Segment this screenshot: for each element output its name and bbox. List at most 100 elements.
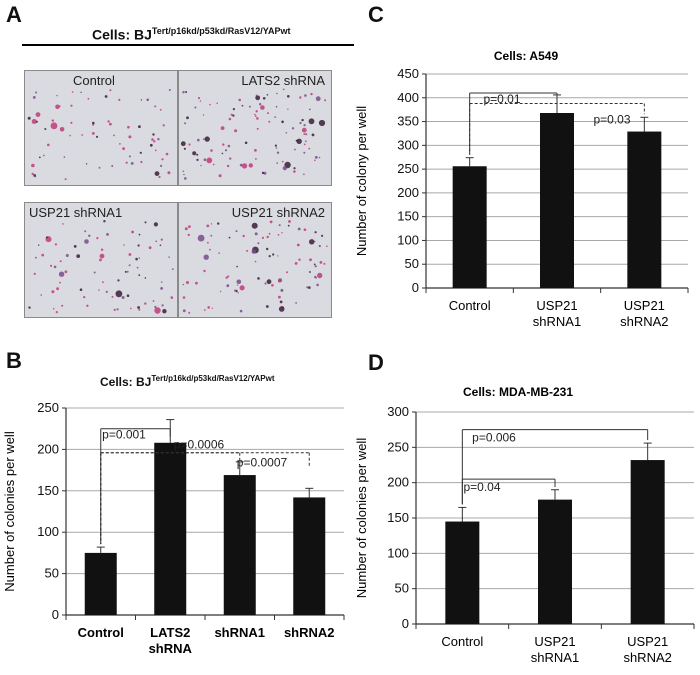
- colony-dot: [296, 138, 302, 144]
- y-tick-label: 0: [52, 607, 59, 622]
- y-tick-label: 450: [397, 66, 419, 81]
- colony-dot: [299, 96, 302, 99]
- colony-dot: [239, 285, 245, 291]
- x-tick-label: shRNA2: [623, 650, 671, 665]
- x-tick-label: shRNA: [149, 641, 193, 656]
- colony-dot: [202, 114, 205, 116]
- y-tick-label: 250: [37, 400, 59, 415]
- colony-dot: [236, 279, 242, 285]
- colony-dot: [203, 309, 206, 311]
- colony-dot: [303, 124, 306, 127]
- colony-dot: [255, 94, 258, 96]
- bar: [538, 499, 572, 624]
- colony-dot: [188, 143, 191, 146]
- panel-a-header-super: Tert/p16kd/p53kd/RasV12/YAPwt: [151, 26, 291, 36]
- colony-dot: [107, 120, 110, 123]
- x-tick-label: Control: [441, 634, 483, 649]
- colony-dot: [35, 120, 38, 123]
- colony-dot: [257, 277, 260, 280]
- colony-dot: [146, 98, 149, 102]
- y-tick-label: 400: [397, 90, 419, 105]
- colony-dot: [43, 154, 45, 157]
- x-tick-label: LATS2: [150, 625, 190, 640]
- colony-dot: [282, 88, 285, 91]
- colony-dot: [246, 249, 249, 252]
- colony-dot: [28, 306, 31, 309]
- p-value-label: p=0.03: [593, 112, 630, 126]
- colony-dot: [38, 156, 41, 159]
- colony-dot: [111, 295, 114, 298]
- colony-dot: [197, 234, 205, 242]
- colony-dot: [155, 240, 157, 242]
- colony-dot: [204, 136, 210, 142]
- colony-dot: [59, 127, 65, 132]
- colony-dot: [278, 279, 281, 283]
- colony-dot: [255, 115, 257, 117]
- colony-dot: [50, 122, 58, 130]
- colony-dot: [144, 302, 147, 305]
- micrograph-usp21-shrna2-colonies: [182, 220, 328, 314]
- colony-dot: [55, 104, 60, 110]
- colony-dot: [86, 304, 89, 307]
- colony-dot: [308, 270, 311, 274]
- colony-dot: [276, 162, 278, 164]
- colony-dot: [227, 144, 231, 148]
- bar: [445, 521, 480, 624]
- bar: [630, 460, 665, 624]
- y-tick-label: 100: [397, 232, 419, 247]
- colony-dot: [130, 162, 134, 165]
- colony-dot: [277, 234, 280, 236]
- colony-dot: [162, 309, 167, 314]
- colony-dot: [126, 270, 129, 273]
- y-tick-label: 250: [397, 161, 419, 176]
- panel-b-title-super: Tert/p16kd/p53kd/RasV12/YAPwt: [151, 374, 275, 383]
- colony-dot: [88, 234, 91, 237]
- colony-dot: [255, 110, 258, 113]
- colony-dot: [35, 256, 37, 259]
- colony-dot: [168, 89, 171, 91]
- colony-dot: [182, 170, 185, 173]
- x-tick-label: shRNA1: [533, 314, 581, 329]
- micrograph-lats2-colonies: [180, 88, 327, 180]
- colony-dot: [282, 166, 287, 171]
- colony-dot: [128, 253, 132, 256]
- colony-dot: [135, 257, 138, 261]
- colony-dot: [128, 155, 131, 158]
- colony-dot: [287, 224, 290, 227]
- colony-dot: [152, 300, 155, 302]
- colony-dot: [276, 92, 278, 95]
- colony-dot: [263, 171, 267, 175]
- colony-dot: [220, 126, 225, 130]
- colony-dot: [251, 222, 258, 229]
- y-tick-label: 250: [387, 439, 409, 454]
- colony-dot: [241, 104, 244, 107]
- colony-dot: [260, 105, 265, 110]
- colony-dot: [55, 311, 58, 314]
- colony-dot: [305, 133, 308, 136]
- colony-dot: [318, 119, 326, 127]
- colony-dot: [123, 244, 125, 246]
- colony-dot: [124, 270, 127, 273]
- x-tick-label: USP21: [534, 634, 575, 649]
- colony-dot: [87, 97, 90, 100]
- colony-dot: [138, 308, 141, 311]
- colony-dot: [304, 94, 307, 97]
- colony-dot: [287, 95, 290, 98]
- colony-dot: [138, 125, 141, 129]
- p-value-label: p=0.0007: [237, 456, 288, 470]
- colony-dot: [203, 269, 206, 273]
- panel-a-header-prefix: Cells: BJ: [92, 26, 152, 43]
- y-tick-label: 300: [387, 404, 409, 419]
- colony-dot: [272, 253, 275, 256]
- panel-d-label: D: [368, 350, 384, 375]
- colony-dot: [188, 225, 191, 228]
- colony-dot: [54, 243, 57, 246]
- colony-dot: [115, 290, 123, 298]
- colony-dot: [315, 96, 321, 102]
- colony-dot: [303, 143, 306, 146]
- colony-dot: [261, 236, 264, 239]
- colony-dot: [309, 258, 312, 262]
- x-tick-label: shRNA2: [620, 314, 668, 329]
- micrograph-control-colonies: [27, 89, 171, 181]
- colony-dot: [301, 118, 304, 122]
